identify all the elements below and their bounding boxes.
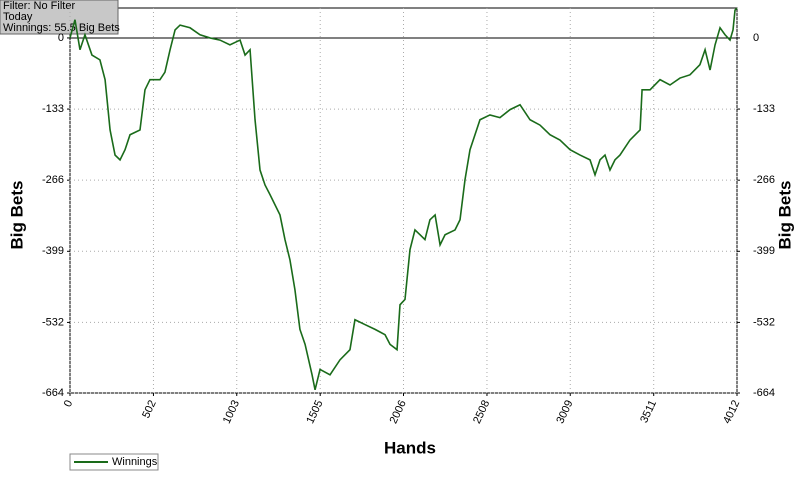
y-tick-label: -266: [42, 174, 64, 186]
y2-tick-label: -266: [753, 174, 775, 186]
y-tick-label: -664: [42, 387, 64, 399]
y-tick-label: -399: [42, 245, 64, 257]
y2-tick-label: -532: [753, 316, 775, 328]
y2-axis-title: Big Bets: [775, 181, 794, 250]
legend-box: [69, 453, 159, 471]
y2-tick-label: 0: [753, 32, 759, 44]
y2-tick-label: -133: [753, 103, 775, 115]
y2-tick-label: -664: [753, 387, 775, 399]
info-line: Winnings: 55.5 Big Bets: [3, 22, 120, 34]
y-axis-title: Big Bets: [7, 181, 26, 250]
x-axis-title: Hands: [384, 438, 436, 457]
info-line: Filter: No Filter: [3, 0, 75, 12]
legend-label: Winnings: [112, 456, 158, 468]
series-line: [69, 7, 738, 390]
info-line: Today: [3, 11, 33, 23]
info-box: [0, 0, 119, 35]
y-tick-label: -133: [42, 103, 64, 115]
x-tick-label: 0: [62, 398, 75, 409]
y2-tick-label: -399: [753, 245, 775, 257]
y-tick-label: -532: [42, 316, 64, 328]
y-tick-label: 0: [58, 32, 64, 44]
